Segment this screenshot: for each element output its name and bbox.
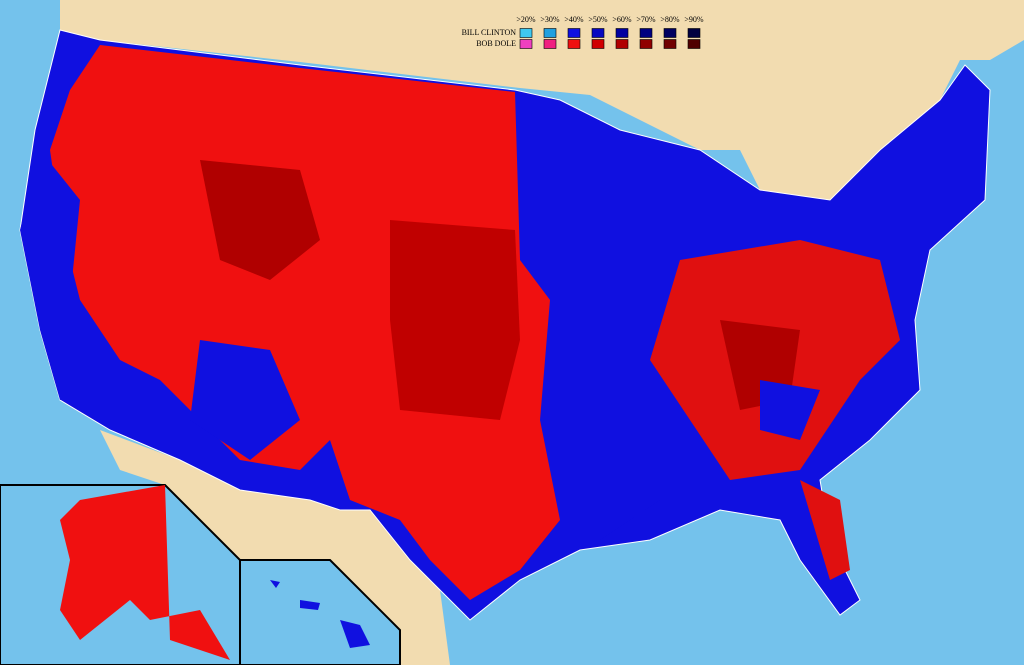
legend-threshold: >50%	[588, 15, 608, 24]
florida-red	[800, 480, 850, 580]
alaska	[60, 485, 230, 660]
legend-threshold: >40%	[564, 15, 584, 24]
legend-swatch	[639, 28, 653, 38]
legend-swatch	[567, 28, 581, 38]
plains-dark-red	[390, 220, 520, 420]
southeast-blue	[760, 380, 820, 440]
legend-swatch	[687, 39, 701, 49]
legend-name: BOB DOLE	[476, 39, 516, 48]
legend-threshold: >20%	[516, 15, 536, 24]
legend-swatch	[567, 39, 581, 49]
legend-swatch	[591, 39, 605, 49]
legend-swatch	[687, 28, 701, 38]
legend-swatch	[519, 39, 533, 49]
legend: >20% >30% >40% >50% >60% >70% >80% >90% BILL CLI…	[462, 15, 704, 49]
legend-swatch	[543, 39, 557, 49]
legend-threshold: >30%	[540, 15, 560, 24]
delta-blue	[560, 400, 660, 540]
legend-threshold: >80%	[660, 15, 680, 24]
mountain-dark-red	[200, 160, 320, 280]
legend-swatch	[591, 28, 605, 38]
legend-swatch	[663, 28, 677, 38]
west-coast-blue	[20, 150, 100, 400]
legend-name: BILL CLINTON	[462, 28, 517, 37]
legend-threshold: >70%	[636, 15, 656, 24]
legend-threshold: >90%	[684, 15, 704, 24]
legend-swatch	[639, 39, 653, 49]
canada	[60, 0, 1024, 230]
hawaii	[270, 580, 370, 648]
legend-swatch	[519, 28, 533, 38]
legend-swatch	[663, 39, 677, 49]
legend-swatch	[615, 39, 629, 49]
legend-swatch	[615, 28, 629, 38]
southwest-blue	[190, 340, 300, 460]
legend-threshold: >60%	[612, 15, 632, 24]
west-plains-red	[50, 45, 560, 600]
legend-swatch	[543, 28, 557, 38]
